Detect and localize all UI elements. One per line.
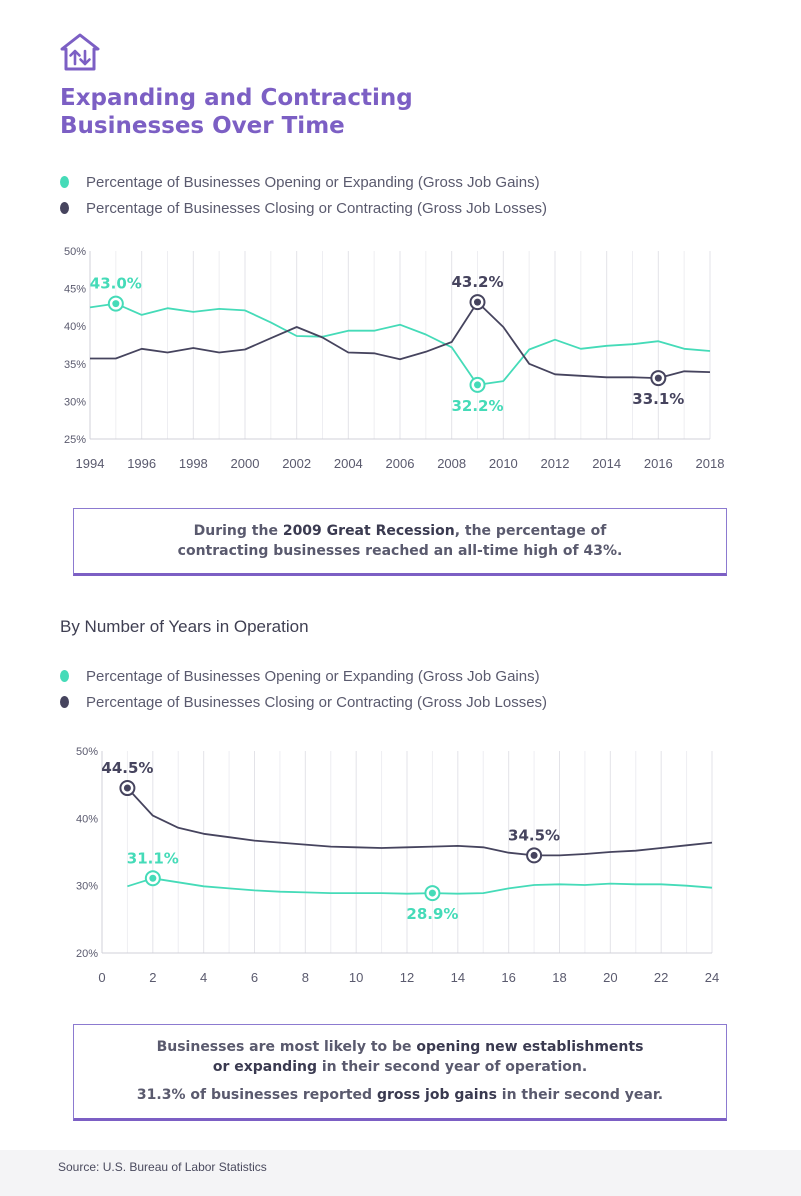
callout1-highlight: 2009 Great Recession bbox=[282, 523, 455, 539]
x-tick-label: 1998 bbox=[179, 456, 208, 471]
x-tick-label: 16 bbox=[501, 970, 515, 985]
gains-swatch-icon bbox=[60, 176, 69, 188]
y-tick-label: 50% bbox=[64, 246, 86, 258]
y-tick-label: 25% bbox=[64, 434, 86, 446]
losses-swatch-icon bbox=[60, 696, 69, 708]
callout2-highlight-3: gross job gains bbox=[376, 1087, 497, 1103]
callout1-line-1: During the 2009 Great Recession, the per… bbox=[74, 521, 726, 541]
callout1-line-2: contracting businesses reached an all-ti… bbox=[177, 543, 623, 559]
y-tick-label: 30% bbox=[64, 396, 86, 408]
data-label: 43.0% bbox=[90, 275, 142, 293]
callout2-line-3: 31.3% of businesses reported gross job g… bbox=[74, 1085, 726, 1105]
title-line-2: Businesses Over Time bbox=[60, 113, 345, 139]
legend-item-gains: Percentage of Businesses Opening or Expa… bbox=[60, 663, 547, 689]
house-arrows-logo-icon bbox=[60, 33, 100, 71]
y-tick-label: 35% bbox=[64, 359, 86, 371]
x-tick-label: 2004 bbox=[334, 456, 363, 471]
legend-item-gains: Percentage of Businesses Opening or Expa… bbox=[60, 169, 547, 195]
gains-series-line bbox=[89, 302, 711, 386]
callout1-text: During the bbox=[193, 523, 283, 539]
y-tick-label: 40% bbox=[76, 813, 98, 825]
x-tick-label: 20 bbox=[603, 970, 617, 985]
callout2-text: Businesses are most likely to be bbox=[156, 1039, 417, 1055]
x-tick-label: 4 bbox=[200, 970, 207, 985]
legend-label-gains: Percentage of Businesses Opening or Expa… bbox=[86, 667, 540, 685]
gross-job-chart-by-year: 25% 30% 35% 40% 45% 50% 1994 1996 1998 2000 2002 20… bbox=[64, 246, 725, 471]
page-title: Expanding and Contracting Businesses Ove… bbox=[60, 84, 560, 140]
x-tick-label: 2000 bbox=[231, 456, 260, 471]
source-note: Source: U.S. Bureau of Labor Statistics bbox=[58, 1160, 267, 1174]
recession-callout: During the 2009 Great Recession, the per… bbox=[73, 508, 727, 576]
legend-item-losses: Percentage of Businesses Closing or Cont… bbox=[60, 689, 547, 715]
x-tick-label: 2010 bbox=[489, 456, 518, 471]
x-tick-label: 22 bbox=[654, 970, 668, 985]
highlight-marker-dot bbox=[474, 298, 481, 306]
callout1-text-end: , the percentage of bbox=[454, 523, 607, 539]
x-tick-label: 10 bbox=[349, 970, 363, 985]
x-tick-label: 2002 bbox=[282, 456, 311, 471]
x-tick-label: 8 bbox=[302, 970, 309, 985]
callout2-text-3-end: in their second year. bbox=[496, 1087, 664, 1103]
x-tick-label: 2018 bbox=[696, 456, 725, 471]
y-tick-label: 45% bbox=[64, 284, 86, 296]
callout2-text-3: 31.3% of businesses reported bbox=[136, 1087, 377, 1103]
highlight-marker-dot bbox=[530, 851, 538, 859]
y-tick-label: 20% bbox=[76, 948, 98, 960]
x-tick-label: 2006 bbox=[386, 456, 415, 471]
highlight-marker-dot bbox=[123, 784, 131, 792]
gross-job-chart-by-years-in-operation: 20%30%40%50%0 2 4 6 8 10 12 14 16 18 20 22 2444.5%34… bbox=[76, 746, 719, 985]
data-label: 31.1% bbox=[127, 849, 179, 867]
losses-series-line bbox=[90, 301, 711, 380]
highlight-marker-dot bbox=[474, 381, 481, 389]
x-tick-label: 12 bbox=[400, 970, 414, 985]
legend-label-losses: Percentage of Businesses Closing or Cont… bbox=[86, 199, 548, 217]
data-label: 34.5% bbox=[508, 826, 560, 844]
callout2-text-2: in their second year of operation. bbox=[317, 1059, 588, 1075]
x-tick-label: 2 bbox=[149, 970, 156, 985]
data-label: 33.1% bbox=[632, 390, 684, 408]
chart1-legend: Percentage of Businesses Opening or Expa… bbox=[60, 169, 547, 221]
x-tick-label: 18 bbox=[552, 970, 566, 985]
data-label: 32.2% bbox=[451, 397, 503, 415]
data-label: 44.5% bbox=[101, 759, 153, 777]
x-tick-label: 0 bbox=[98, 970, 105, 985]
title-line-1: Expanding and Contracting bbox=[60, 85, 413, 111]
highlight-marker-dot bbox=[654, 374, 662, 382]
callout2-highlight: opening new establishments bbox=[416, 1039, 644, 1055]
chart2-legend: Percentage of Businesses Opening or Expa… bbox=[60, 663, 547, 715]
callout2-line-1: Businesses are most likely to be opening… bbox=[74, 1037, 726, 1057]
losses-series-line bbox=[126, 787, 713, 857]
y-tick-label: 30% bbox=[76, 881, 98, 893]
highlight-marker-dot bbox=[428, 889, 436, 897]
legend-label-gains: Percentage of Businesses Opening or Expa… bbox=[86, 173, 540, 191]
gains-swatch-icon bbox=[60, 670, 69, 682]
x-tick-label: 2014 bbox=[592, 456, 621, 471]
x-tick-label: 2016 bbox=[644, 456, 673, 471]
data-label: 28.9% bbox=[406, 905, 458, 923]
second-year-callout: Businesses are most likely to be opening… bbox=[73, 1024, 727, 1121]
gains-series-line bbox=[127, 877, 713, 895]
highlight-marker-dot bbox=[149, 874, 157, 882]
legend-item-losses: Percentage of Businesses Closing or Cont… bbox=[60, 195, 547, 221]
section-subtitle: By Number of Years in Operation bbox=[60, 617, 309, 636]
callout2-line-2: or expanding in their second year of ope… bbox=[74, 1057, 726, 1077]
x-tick-label: 2012 bbox=[541, 456, 570, 471]
y-tick-label: 50% bbox=[76, 746, 98, 758]
y-tick-label: 40% bbox=[64, 321, 86, 333]
highlight-marker-dot bbox=[112, 300, 120, 308]
x-tick-label: 24 bbox=[705, 970, 719, 985]
x-tick-label: 14 bbox=[451, 970, 465, 985]
footer: Source: U.S. Bureau of Labor Statistics bbox=[0, 1150, 801, 1196]
x-tick-label: 1994 bbox=[76, 456, 105, 471]
losses-swatch-icon bbox=[60, 202, 69, 214]
x-tick-label: 2008 bbox=[437, 456, 466, 471]
data-label: 43.2% bbox=[451, 273, 503, 291]
legend-label-losses: Percentage of Businesses Closing or Cont… bbox=[86, 693, 548, 711]
x-tick-label: 6 bbox=[251, 970, 258, 985]
callout2-highlight-2: or expanding bbox=[212, 1059, 317, 1075]
x-tick-label: 1996 bbox=[127, 456, 156, 471]
